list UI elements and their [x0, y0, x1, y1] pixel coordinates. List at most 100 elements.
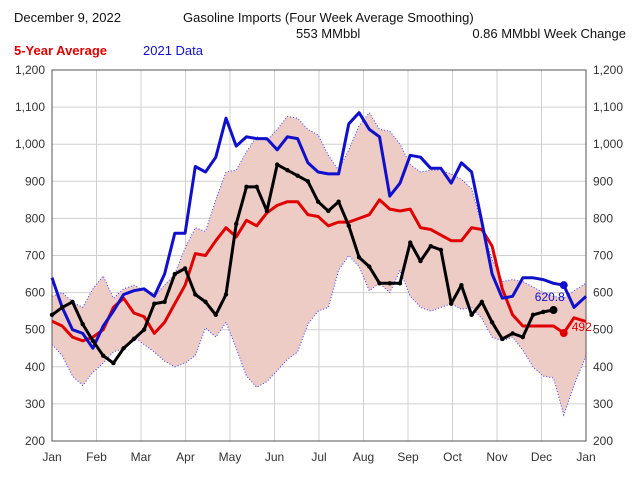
week-change: 0.86 MMbbl Week Change	[472, 26, 626, 41]
series-2022-point	[541, 309, 546, 315]
series-2022-point	[121, 346, 126, 351]
series-2022-point	[336, 199, 341, 204]
y-tick-label-right: 800	[593, 211, 613, 225]
x-tick-label: Mar	[131, 450, 152, 464]
x-tick-label: Apr	[176, 450, 195, 464]
series-2022-point	[346, 223, 352, 229]
x-tick-label: Oct	[443, 450, 462, 464]
y-tick-label-right: 1,000	[593, 137, 623, 151]
x-tick-label: Jul	[311, 450, 326, 464]
series-five-year-end-label: 492.	[572, 320, 595, 334]
y-tick-label-left: 900	[25, 174, 45, 188]
series-2022-point	[264, 208, 270, 214]
y-tick-label-right: 700	[593, 249, 613, 263]
series-2021-line	[50, 111, 588, 350]
series-2022-point	[315, 199, 321, 204]
x-tick-label: Dec	[531, 450, 552, 464]
x-tick-label: Nov	[486, 450, 507, 464]
series-2022-point	[274, 162, 280, 167]
y-tick-label-left: 700	[25, 249, 45, 263]
series-2022-line	[51, 163, 554, 365]
x-tick-label: Feb	[86, 450, 107, 464]
series-2022-point	[100, 353, 106, 358]
series-2022-point	[141, 327, 147, 332]
y-tick-label-left: 500	[25, 323, 45, 337]
series-2021-current-marker	[559, 281, 568, 290]
y-tick-label-left: 1,200	[15, 63, 45, 77]
y-tick-label-left: 800	[25, 211, 45, 225]
x-tick-label: Jan	[576, 450, 595, 464]
series-2022-point	[469, 312, 474, 318]
y-tick-label-left: 1,000	[15, 137, 45, 151]
range-band	[52, 112, 586, 415]
series-2022-point	[70, 299, 75, 305]
series-five-year-average-line	[51, 198, 587, 343]
y-tick-label-right: 400	[593, 360, 613, 374]
series-2022-point	[213, 312, 218, 318]
series-2022-point	[356, 255, 362, 260]
series-2021-end-label: 620.8	[535, 290, 565, 304]
series-2022-point	[152, 301, 157, 306]
series-2022-point	[459, 282, 464, 288]
series-2022-point	[479, 299, 485, 305]
series-2022-point	[49, 312, 55, 318]
x-tick-label: Aug	[353, 450, 374, 464]
series-five-year-current-marker	[559, 329, 568, 338]
series-2022-point	[500, 336, 505, 342]
y-tick-label-right: 1,200	[593, 63, 623, 77]
y-tick-label-left: 400	[25, 360, 45, 374]
series-2022-point	[131, 336, 137, 342]
y-tick-label-right: 600	[593, 286, 613, 300]
series-2022-point	[530, 312, 536, 318]
x-tick-label: Jun	[265, 450, 284, 464]
y-tick-label-right: 200	[593, 434, 613, 448]
series-2022-point	[234, 221, 239, 227]
x-tick-label: Sep	[397, 450, 419, 464]
plot-frame	[51, 69, 587, 442]
report-date: December 9, 2022	[14, 10, 121, 25]
series-2022-point	[244, 184, 249, 190]
series-2022-point	[223, 292, 229, 297]
y-tick-label-right: 300	[593, 397, 613, 411]
series-2022-point	[80, 321, 85, 327]
series-2022-point	[111, 360, 116, 366]
series-2022-point	[193, 292, 198, 297]
series-2022-point	[397, 281, 403, 286]
series-2022-point	[326, 208, 331, 214]
series-2022-point	[377, 281, 382, 286]
series-2022-current-marker	[549, 306, 558, 315]
y-tick-label-right: 500	[593, 323, 613, 337]
y-tick-label-left: 1,100	[15, 100, 45, 114]
y-tick-label-right: 1,100	[593, 100, 623, 114]
legend-2021: 2021 Data	[143, 43, 203, 58]
series-2022-point	[182, 266, 188, 271]
series-2022-point	[510, 331, 515, 336]
current-value: 553 MMbbl	[296, 26, 361, 41]
x-tick-label: May	[219, 450, 242, 464]
series-2022-point	[90, 338, 96, 344]
series-2022-point	[305, 179, 311, 184]
series-2022-point	[203, 299, 208, 305]
series-2022-point	[418, 258, 423, 264]
y-tick-label-left: 600	[25, 286, 45, 300]
series-2022-point	[520, 334, 526, 340]
series-2022-point	[172, 271, 178, 277]
chart-title: Gasoline Imports (Four Week Average Smoo…	[183, 10, 474, 25]
series-2022-point	[285, 167, 290, 173]
series-2022-point	[295, 173, 300, 178]
series-2022-point	[448, 301, 454, 306]
series-2022-point	[438, 247, 444, 253]
x-tick-label: Jan	[42, 450, 61, 464]
series-2022-point	[254, 184, 259, 190]
series-2022-point	[367, 264, 372, 269]
series-2022-point	[60, 305, 65, 310]
series-2022-point	[489, 320, 495, 325]
series-2022-point	[387, 281, 392, 286]
series-2022-point	[162, 299, 167, 305]
y-tick-label-left: 300	[25, 397, 45, 411]
y-tick-label-right: 900	[593, 174, 613, 188]
series-2022-point	[428, 244, 433, 249]
series-2022-point	[408, 240, 413, 245]
range-band-lower	[51, 254, 587, 417]
